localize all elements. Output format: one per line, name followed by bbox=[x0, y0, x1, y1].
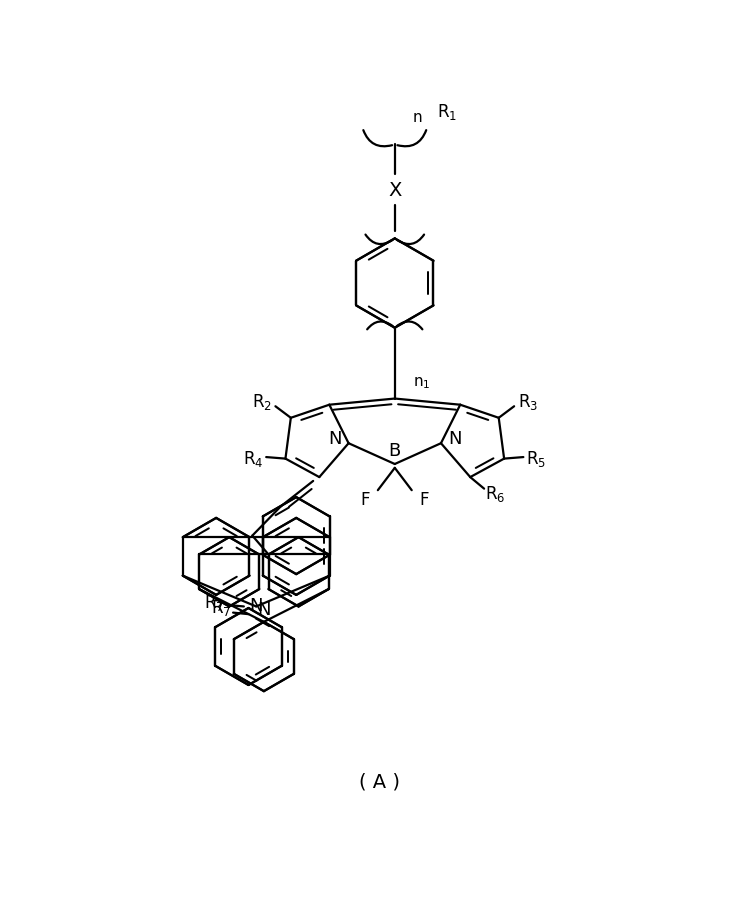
Text: n: n bbox=[413, 110, 422, 125]
Text: R$_6$: R$_6$ bbox=[485, 484, 505, 504]
Text: ( A ): ( A ) bbox=[359, 772, 400, 791]
Text: R$_2$: R$_2$ bbox=[252, 393, 271, 413]
Text: X: X bbox=[388, 181, 402, 200]
Text: R$_5$: R$_5$ bbox=[526, 448, 547, 468]
Text: N: N bbox=[250, 597, 263, 616]
Text: R$_1$: R$_1$ bbox=[437, 102, 457, 122]
Text: R$_3$: R$_3$ bbox=[518, 393, 538, 413]
Text: N: N bbox=[448, 430, 462, 448]
Text: F: F bbox=[419, 491, 429, 509]
Text: R$_7$: R$_7$ bbox=[211, 598, 232, 618]
Text: F: F bbox=[361, 491, 370, 509]
Text: N: N bbox=[257, 601, 270, 619]
Text: B: B bbox=[388, 442, 401, 460]
Text: n$_1$: n$_1$ bbox=[413, 375, 431, 391]
Text: R$_7$: R$_7$ bbox=[204, 593, 224, 613]
Text: N: N bbox=[328, 430, 342, 448]
Text: R$_4$: R$_4$ bbox=[243, 448, 263, 468]
